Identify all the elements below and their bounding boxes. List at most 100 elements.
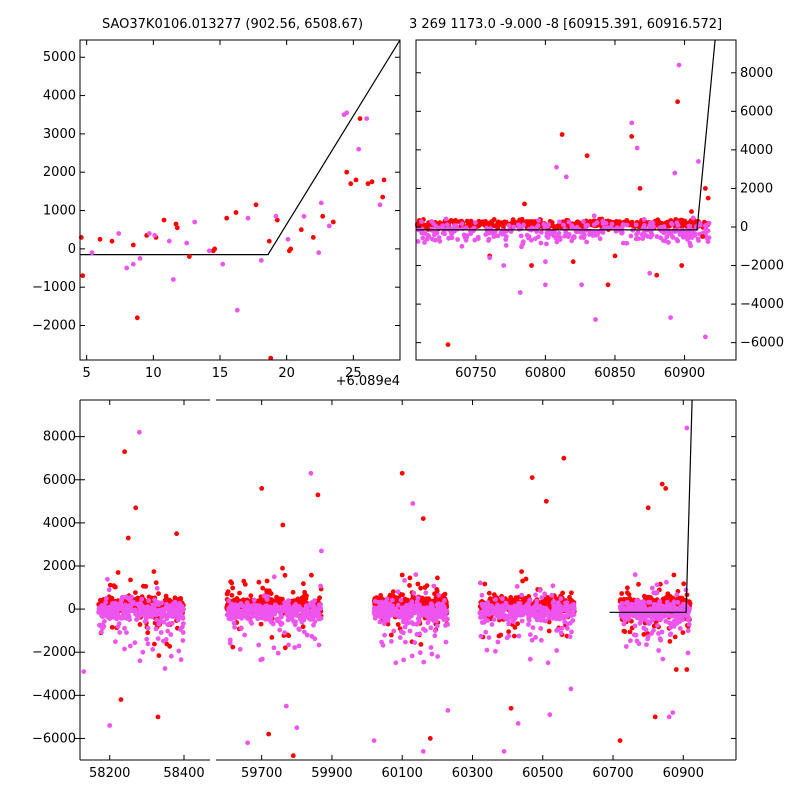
chart-3-point — [621, 628, 627, 634]
chart-3-point — [161, 619, 167, 625]
chart-3-point — [435, 575, 440, 581]
chart-3-point — [146, 598, 152, 604]
chart-3-point — [237, 590, 242, 596]
chart-3-point — [551, 598, 556, 604]
chart-3-point — [511, 633, 517, 639]
chart-2-point — [587, 232, 592, 237]
chart-2-point — [491, 217, 497, 222]
chart-3-point — [251, 607, 257, 612]
chart-3-point — [258, 612, 264, 618]
chart-2-point — [445, 222, 450, 228]
chart-2-point — [654, 234, 660, 239]
chart-3-point — [623, 644, 629, 649]
chart-3-point — [646, 599, 651, 605]
chart-2-point — [520, 239, 526, 245]
chart-3-ytick-label: 6000 — [43, 473, 76, 488]
chart-3-point — [128, 577, 133, 583]
chart-3-point — [666, 714, 672, 720]
chart-3-point — [639, 616, 644, 622]
chart-3-point — [403, 612, 408, 618]
chart-3-point — [510, 610, 516, 616]
chart-3-point — [115, 607, 121, 613]
chart-3-point — [397, 635, 403, 640]
chart-3-point — [403, 639, 408, 645]
chart-3-point — [259, 486, 265, 491]
chart-3-xtick-label: 59700 — [241, 766, 282, 781]
chart-3-point — [395, 602, 401, 608]
chart-3-point — [534, 598, 540, 604]
chart-3-point — [239, 615, 245, 621]
chart-1-point — [124, 265, 130, 271]
chart-3-point — [495, 602, 500, 608]
chart-2-point — [689, 235, 695, 241]
chart-1-point — [137, 256, 143, 261]
chart-3-point — [180, 616, 186, 621]
chart-3-point — [123, 594, 129, 600]
chart-3-point — [277, 627, 283, 633]
chart-3-point — [388, 632, 394, 638]
chart-3-point — [642, 593, 647, 599]
chart-3-point — [542, 591, 548, 597]
chart-2-point — [446, 235, 451, 241]
chart-1-point — [348, 181, 354, 187]
chart-3-point — [685, 628, 691, 634]
chart-2-point — [561, 222, 566, 228]
chart-3-point — [508, 595, 514, 600]
chart-2-point — [511, 224, 517, 230]
chart-2-ytick-label: −6000 — [740, 336, 784, 351]
chart-3-point — [122, 625, 127, 631]
chart-2-frame — [415, 39, 737, 361]
chart-3-point — [645, 505, 651, 511]
chart-3-point — [259, 607, 265, 613]
chart-3-point — [436, 592, 442, 598]
chart-3-ytick-label: 4000 — [43, 516, 76, 531]
chart-3-ytick-label: −4000 — [32, 688, 76, 703]
chart-3-point — [479, 592, 485, 598]
chart-3-point — [408, 607, 414, 613]
chart-3-point — [98, 597, 103, 603]
chart-3-point — [266, 731, 272, 737]
chart-3-point — [538, 626, 544, 631]
chart-2-point — [703, 186, 708, 191]
chart-2-point — [483, 232, 489, 238]
chart-3-point — [432, 628, 438, 634]
chart-2-point — [471, 225, 477, 231]
chart-3-point — [645, 619, 650, 624]
chart-2-point — [543, 259, 548, 265]
chart-2-point — [661, 224, 667, 229]
chart-3-point — [143, 617, 149, 623]
chart-3-point — [286, 598, 291, 604]
chart-2-point — [637, 186, 643, 191]
chart-3-point — [300, 612, 305, 617]
chart-3-point — [286, 633, 292, 639]
chart-2-point — [600, 230, 606, 235]
chart-3-point — [383, 599, 388, 605]
chart-3-point — [411, 590, 417, 596]
chart-3-point — [309, 572, 314, 578]
chart-2-xtick-label: 60800 — [525, 366, 566, 381]
chart-3-point — [291, 619, 297, 624]
chart-2-xtick-label: 60750 — [455, 366, 496, 381]
chart-2-point — [619, 230, 625, 236]
chart-3-point — [619, 591, 625, 596]
chart-3-point — [685, 650, 691, 656]
chart-3-point — [97, 622, 102, 628]
chart-3-point — [261, 599, 266, 605]
chart-3-point — [665, 591, 671, 597]
chart-1-point — [258, 258, 264, 263]
chart-2-xtick-label: 60850 — [594, 366, 635, 381]
chart-2-point — [605, 282, 611, 288]
chart-3-point — [522, 607, 528, 613]
chart-3-point — [486, 590, 492, 596]
chart-3-point — [445, 708, 451, 713]
chart-2-point — [672, 170, 678, 176]
chart-1-point — [268, 355, 274, 361]
chart-3-point — [619, 601, 625, 606]
chart-1-ytick-label: 3000 — [43, 127, 76, 142]
chart-3-point — [514, 584, 520, 589]
chart-2-point — [475, 234, 481, 240]
chart-3-point — [275, 606, 281, 612]
chart-3-xtick-label: 60500 — [522, 766, 563, 781]
chart-3-point — [493, 597, 498, 602]
chart-2-point — [682, 218, 688, 224]
